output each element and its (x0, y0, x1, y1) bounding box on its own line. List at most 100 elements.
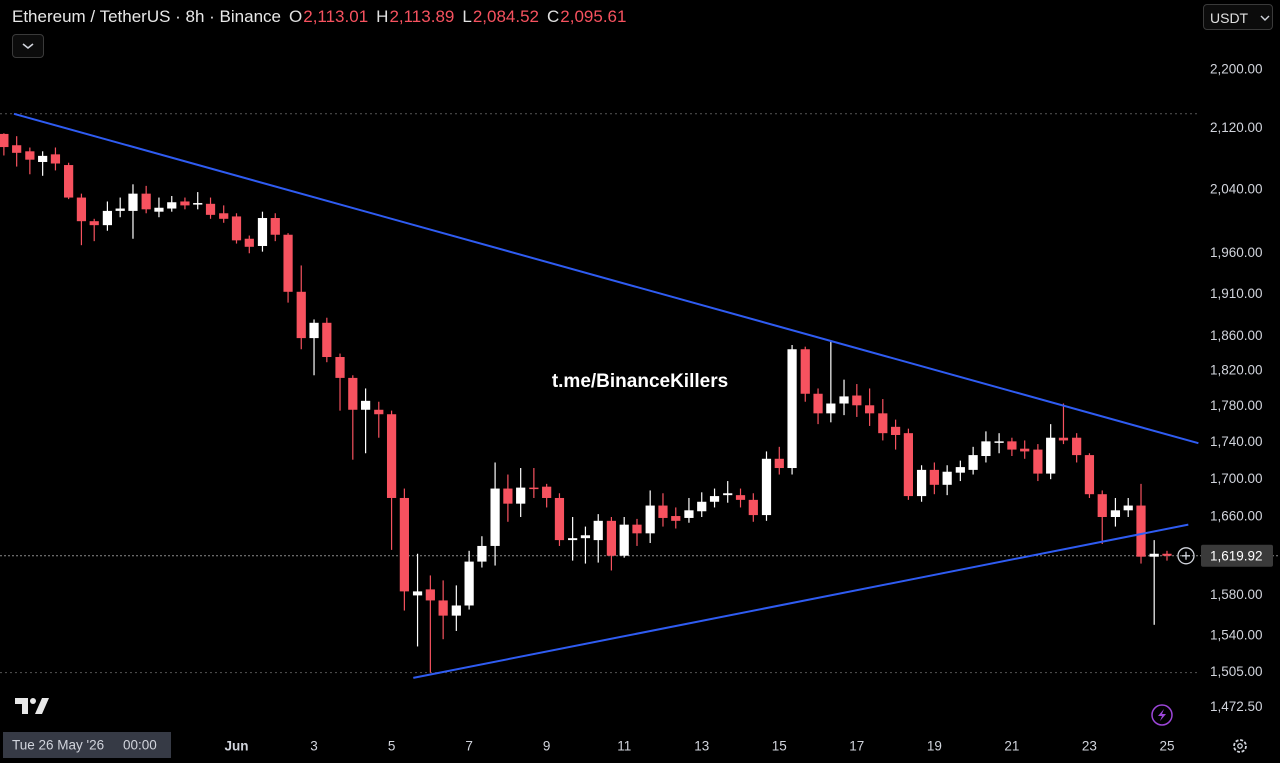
candle-body (916, 469, 927, 497)
lightning-button[interactable] (1151, 704, 1173, 726)
candle-body (658, 505, 668, 518)
y-tick-label: 2,200.00 (1210, 61, 1263, 76)
trendline (13, 112, 1199, 445)
settings-button[interactable] (1233, 739, 1247, 753)
candle-body (50, 154, 61, 164)
candle-body (968, 455, 978, 470)
legend-toggle[interactable] (12, 34, 44, 58)
ohlc-value: 2,113.01 (303, 7, 369, 26)
candle-body (0, 133, 9, 148)
candle-body (813, 393, 823, 414)
candle-body (167, 202, 177, 209)
candle-body (684, 510, 694, 518)
y-tick-label: 1,780.00 (1210, 398, 1263, 413)
y-tick-label: 2,040.00 (1210, 181, 1263, 196)
y-tick-label: 1,472.50 (1210, 699, 1263, 714)
candle-body (490, 488, 500, 546)
symbol-title[interactable]: Ethereum / TetherUS · 8h · Binance (12, 7, 281, 26)
candle-body (322, 322, 332, 358)
x-tick-label: 23 (1082, 739, 1097, 754)
candle-body (283, 234, 293, 292)
candle-body (141, 193, 151, 210)
candle-body (205, 203, 216, 215)
candle-body (360, 400, 371, 410)
candle-body (270, 218, 280, 235)
x-tick-label: 25 (1159, 739, 1174, 754)
logo-shape (15, 698, 49, 714)
candle-body (554, 497, 565, 541)
candle-body (425, 589, 435, 601)
candle-body (1033, 449, 1043, 474)
candle-body (839, 396, 849, 404)
candle-body (89, 221, 99, 226)
x-tick-label: Jun (224, 739, 248, 754)
candle-body (994, 441, 1004, 443)
candle-body (516, 487, 526, 504)
candle-body (503, 488, 513, 504)
y-tick-label: 1,740.00 (1210, 434, 1263, 449)
candle-body (1007, 441, 1017, 450)
currency-button[interactable]: USDT (1203, 4, 1273, 30)
candle-body (438, 600, 448, 616)
plus-icon (1177, 547, 1195, 565)
candle-body (529, 487, 539, 490)
candle-body (64, 165, 74, 198)
candle-body (619, 524, 629, 556)
candle-body (412, 591, 423, 596)
y-tick-label: 2,120.00 (1210, 120, 1263, 135)
candle-body (826, 403, 836, 414)
ohlc-key: H (376, 7, 389, 26)
ohlc-value: 2,095.61 (560, 7, 627, 26)
candle-body (102, 210, 112, 226)
candle-body (890, 426, 901, 435)
symbol-legend: Ethereum / TetherUS · 8h · Binance O 2,113… (12, 7, 626, 27)
chevron-icon (22, 43, 34, 50)
x-tick-label: 19 (927, 739, 942, 754)
lightning-icon (1158, 709, 1166, 721)
candle-body (399, 497, 409, 592)
ohlc-value: 2,113.89 (389, 7, 455, 26)
candle-body (709, 496, 720, 502)
chevron-icon (1260, 15, 1270, 21)
x-tick-label: 5 (388, 739, 396, 754)
candle-body (12, 145, 22, 153)
candle-body (1136, 505, 1146, 557)
candle-body (929, 469, 939, 485)
last-price-label: 1,619.92 (1210, 548, 1263, 563)
candle-body (878, 413, 888, 434)
ohlc-key: O (289, 7, 303, 26)
x-tick-label: 7 (465, 739, 473, 754)
add-alert-button[interactable] (1177, 547, 1195, 565)
candle-body (645, 505, 655, 534)
candle-body (257, 218, 268, 246)
candle-body (542, 486, 552, 498)
candle-body (787, 349, 797, 469)
gear-icon (1233, 739, 1247, 753)
currency-label: USDT (1210, 10, 1249, 26)
watermark: t.me/BinanceKillers (552, 371, 728, 392)
candle-body (1072, 437, 1082, 456)
candle-body (723, 493, 733, 496)
candle-body (1123, 505, 1133, 511)
candle-body (606, 520, 617, 556)
candle-body (296, 291, 306, 339)
candle-body (309, 322, 319, 339)
candle-body (774, 458, 784, 469)
candle-body (1084, 455, 1095, 495)
x-tick-label: 9 (543, 739, 551, 754)
candle-body (865, 405, 875, 414)
candle-body (386, 414, 397, 498)
candle-body (25, 151, 35, 160)
candle-body (115, 208, 125, 211)
candle-body (852, 395, 862, 406)
y-tick-label: 1,580.00 (1210, 587, 1263, 602)
x-tick-label: 11 (617, 739, 631, 754)
candle-body (193, 203, 203, 205)
crosshair-date-box (3, 732, 171, 758)
y-tick-label: 1,960.00 (1210, 245, 1263, 260)
y-tick-label: 1,540.00 (1210, 628, 1263, 643)
candle-body (748, 499, 758, 516)
candle-body (1058, 437, 1069, 441)
